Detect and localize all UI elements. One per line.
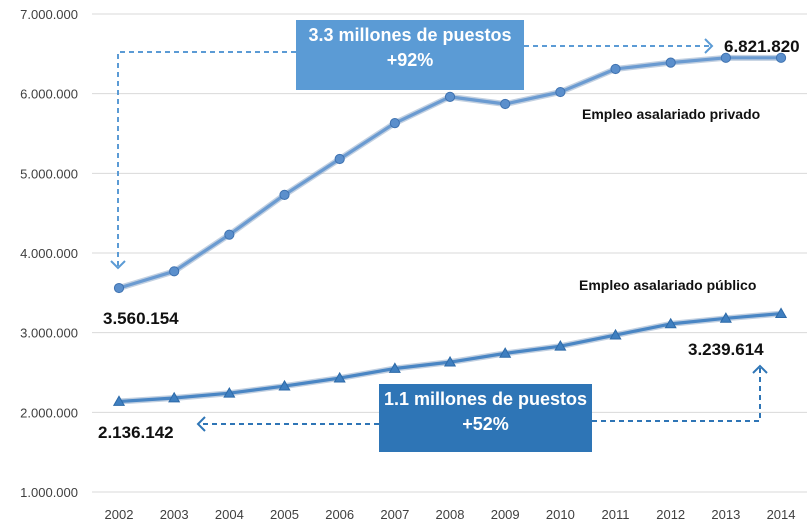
data-point — [499, 347, 512, 358]
label-privado-end: 6.821.820 — [724, 37, 800, 56]
x-tick-label: 2007 — [380, 507, 409, 522]
data-point — [610, 63, 621, 75]
x-tick-label: 2004 — [215, 507, 244, 522]
data-point — [334, 153, 345, 165]
arrowhead — [752, 364, 768, 374]
data-point — [720, 52, 731, 63]
y-axis-ticks: 1.000.000 2.000.000 3.000.000 4.000.000 5.00… — [20, 7, 78, 500]
callout-privado: 3.3 millones de puestos +92% — [296, 20, 524, 90]
data-point — [112, 395, 126, 406]
callout-publico-line2: +52% — [462, 414, 509, 434]
x-tick-label: 2009 — [491, 507, 520, 522]
data-point — [168, 391, 181, 403]
data-point — [665, 57, 676, 68]
x-tick-label: 2008 — [436, 507, 465, 522]
data-point — [609, 328, 622, 340]
data-point — [500, 98, 511, 110]
arrow-publico-right — [592, 366, 761, 422]
data-point — [444, 91, 456, 102]
callout-privado-line2: +92% — [386, 50, 434, 70]
y-tick-label: 6.000.000 — [20, 87, 78, 102]
series-markers — [112, 52, 788, 406]
y-tick-label: 4.000.000 — [20, 246, 78, 261]
x-axis-ticks: 2002 2003 2004 2005 2006 2007 2008 2009 2010 2011… — [105, 507, 796, 522]
data-point — [279, 189, 290, 200]
y-tick-label: 7.000.000 — [20, 7, 78, 22]
x-tick-label: 2005 — [270, 507, 299, 522]
y-tick-label: 5.000.000 — [20, 166, 78, 181]
arrowhead — [196, 416, 206, 432]
x-tick-label: 2014 — [767, 507, 796, 522]
label-privado-start: 3.560.154 — [103, 309, 179, 328]
x-tick-label: 2011 — [602, 507, 630, 522]
y-tick-label: 2.000.000 — [20, 405, 78, 420]
x-tick-label: 2013 — [711, 507, 740, 522]
callout-publico: 1.1 millones de puestos +52% — [379, 384, 592, 452]
data-point — [388, 362, 401, 373]
callout-publico-line1: 1.1 millones de puestos — [383, 389, 588, 409]
data-point — [555, 86, 566, 98]
x-tick-label: 2003 — [160, 507, 189, 522]
arrowhead — [110, 260, 126, 270]
x-tick-label: 2002 — [105, 507, 134, 522]
data-point — [774, 307, 788, 318]
x-tick-label: 2012 — [656, 507, 685, 522]
label-publico-start: 2.136.142 — [98, 423, 174, 442]
label-publico-end: 3.239.614 — [688, 340, 764, 359]
data-point — [389, 118, 400, 129]
y-tick-label: 1.000.000 — [20, 485, 78, 500]
arrow-privado-left — [117, 51, 296, 268]
callout-arrows — [110, 38, 768, 432]
data-point — [719, 312, 732, 323]
data-point — [443, 355, 457, 367]
arrowhead — [704, 38, 714, 54]
data-point — [224, 229, 235, 240]
data-point — [775, 52, 787, 63]
data-point — [278, 379, 291, 391]
data-point — [333, 371, 346, 383]
x-tick-label: 2010 — [546, 507, 575, 522]
data-point — [113, 282, 125, 294]
data-point — [223, 387, 236, 398]
y-tick-label: 3.000.000 — [20, 326, 78, 341]
series-label-publico: Empleo asalariado público — [579, 277, 756, 293]
data-point — [664, 317, 677, 329]
series-label-privado: Empleo asalariado privado — [582, 106, 760, 122]
data-point — [169, 266, 180, 277]
x-tick-label: 2006 — [325, 507, 354, 522]
callout-privado-line1: 3.3 millones de puestos — [308, 25, 512, 45]
data-point — [554, 340, 567, 351]
